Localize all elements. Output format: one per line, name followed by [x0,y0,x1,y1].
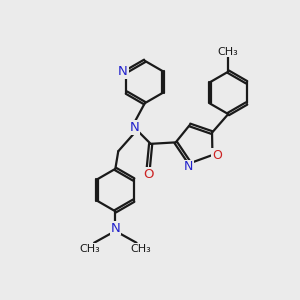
Text: N: N [184,160,193,173]
Text: O: O [143,168,154,181]
Text: N: N [130,121,139,134]
Text: O: O [212,148,222,161]
Text: CH₃: CH₃ [130,244,151,254]
Text: CH₃: CH₃ [79,244,100,254]
Text: N: N [110,221,120,235]
Text: CH₃: CH₃ [218,47,238,57]
Text: N: N [118,65,128,78]
